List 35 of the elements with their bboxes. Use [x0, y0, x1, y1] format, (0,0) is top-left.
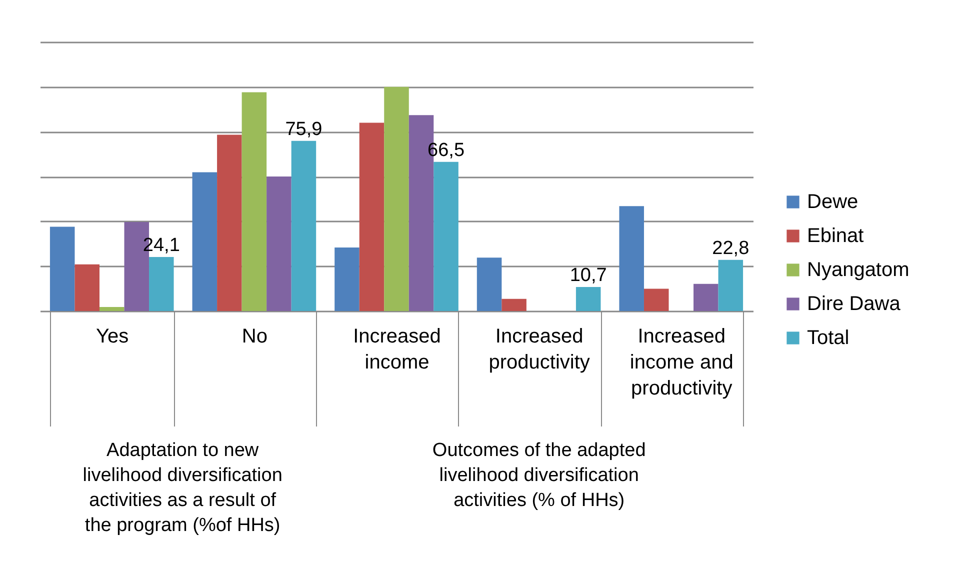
- data-label: 10,7: [570, 265, 607, 286]
- x-tick-label: Increased income: [353, 326, 441, 374]
- data-label: 75,9: [285, 118, 322, 140]
- bar: [99, 306, 124, 311]
- bar: [359, 122, 384, 311]
- bar: [718, 260, 744, 311]
- bar: [476, 258, 502, 311]
- bar: [644, 288, 669, 311]
- bar: [149, 256, 174, 311]
- bar: [217, 134, 242, 311]
- text: Adaptation to new livelihood diversification activities as a result of the program (%of HHs): [82, 440, 282, 536]
- x-tick-label: Yes: [96, 326, 129, 348]
- bar: [50, 226, 75, 311]
- legend-label: Dire Dawa: [807, 293, 902, 315]
- legend-label: Ebinat: [807, 225, 864, 247]
- bar: [242, 92, 267, 311]
- bar: [192, 172, 218, 311]
- bar: [619, 206, 644, 311]
- data-label: 22,8: [712, 238, 750, 259]
- bar: [291, 140, 316, 311]
- bar: [434, 162, 458, 311]
- bar: [384, 86, 409, 311]
- bar: [266, 176, 292, 311]
- legend-label: Nyangatom: [807, 259, 910, 281]
- x-tick-label: No: [242, 326, 268, 348]
- bar: [576, 287, 601, 311]
- bar: [334, 248, 360, 311]
- bar: [694, 284, 718, 311]
- legend-label: Dewe: [807, 191, 858, 213]
- text: Outcomes of the adapted livelihood diversification activities (% of HHs): [432, 440, 646, 511]
- x-tick-label: Increased income and productivity: [630, 326, 734, 400]
- x-tick-label: Increased productivity: [488, 326, 590, 374]
- legend-label: Total: [807, 327, 850, 349]
- bar: [74, 264, 100, 311]
- bar: [502, 298, 526, 311]
